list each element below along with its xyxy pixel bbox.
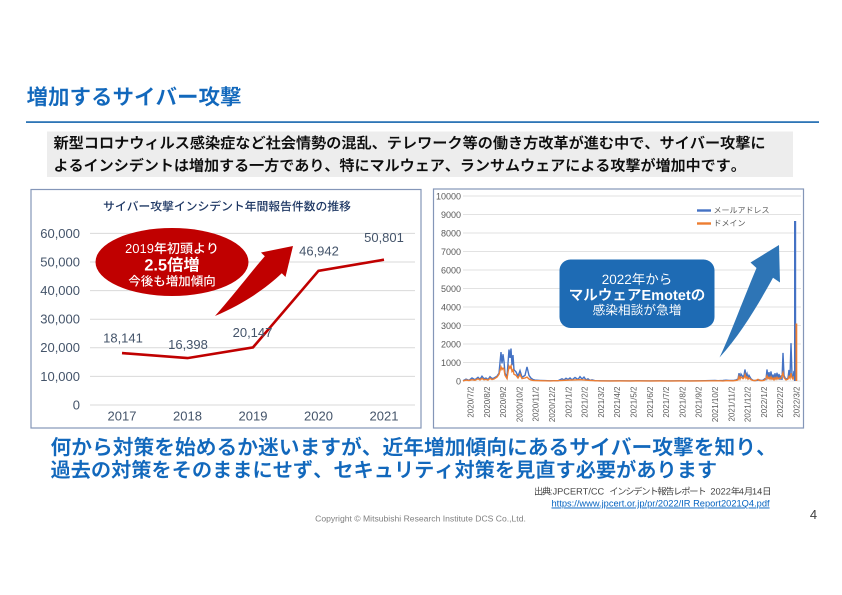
svg-text:60,000: 60,000 — [40, 226, 80, 241]
svg-text:2020/10/2: 2020/10/2 — [515, 386, 524, 422]
svg-text:2021/11/2: 2021/11/2 — [727, 386, 736, 422]
svg-text:2021/7/2: 2021/7/2 — [662, 386, 671, 418]
svg-text:2017: 2017 — [108, 409, 137, 424]
svg-text:0: 0 — [73, 397, 80, 412]
svg-text:2021/4/2: 2021/4/2 — [613, 386, 622, 418]
svg-text:Copyright © Mitsubishi Researc: Copyright © Mitsubishi Research Institut… — [315, 513, 526, 523]
svg-text:5000: 5000 — [441, 284, 461, 294]
svg-text:50,000: 50,000 — [40, 254, 80, 269]
svg-text:2000: 2000 — [441, 339, 461, 349]
svg-text:2018: 2018 — [173, 409, 202, 424]
svg-text:3000: 3000 — [441, 321, 461, 331]
svg-text:20,000: 20,000 — [40, 340, 80, 355]
svg-text:2021/9/2: 2021/9/2 — [695, 386, 704, 418]
svg-text:2021: 2021 — [370, 409, 399, 424]
svg-text:4: 4 — [810, 507, 817, 522]
svg-text:10,000: 10,000 — [40, 369, 80, 384]
svg-text:2019: 2019 — [239, 409, 268, 424]
svg-text:18,141: 18,141 — [103, 331, 143, 346]
svg-text:40,000: 40,000 — [40, 283, 80, 298]
svg-text:9000: 9000 — [441, 210, 461, 220]
svg-text:2020: 2020 — [304, 409, 333, 424]
svg-text:2021/2/2: 2021/2/2 — [581, 386, 590, 418]
svg-text:1000: 1000 — [441, 358, 461, 368]
svg-text:2022/3/2: 2022/3/2 — [793, 386, 802, 418]
svg-text:4000: 4000 — [441, 302, 461, 312]
svg-text:16,398: 16,398 — [168, 337, 208, 352]
svg-text:2020/8/2: 2020/8/2 — [483, 386, 492, 418]
svg-text:2020/7/2: 2020/7/2 — [467, 386, 476, 418]
svg-text:0: 0 — [456, 376, 461, 386]
svg-text:7000: 7000 — [441, 247, 461, 257]
svg-text:2022/2/2: 2022/2/2 — [776, 386, 785, 418]
svg-text:2021/1/2: 2021/1/2 — [564, 386, 573, 418]
svg-text:8000: 8000 — [441, 228, 461, 238]
svg-text:2020/12/2: 2020/12/2 — [548, 386, 557, 422]
svg-text:2021/12/2: 2021/12/2 — [744, 386, 753, 422]
svg-text:2020/11/2: 2020/11/2 — [532, 386, 541, 422]
svg-text:2021/10/2: 2021/10/2 — [711, 386, 720, 422]
svg-text:50,801: 50,801 — [364, 230, 404, 245]
svg-text:2021/8/2: 2021/8/2 — [678, 386, 687, 418]
svg-text:10000: 10000 — [436, 191, 461, 201]
svg-text:46,942: 46,942 — [299, 244, 339, 259]
svg-text:20,147: 20,147 — [233, 325, 273, 340]
svg-text:2020/9/2: 2020/9/2 — [499, 386, 508, 418]
svg-text:2021/5/2: 2021/5/2 — [630, 386, 639, 418]
svg-text:6000: 6000 — [441, 265, 461, 275]
svg-text:https://www.jpcert.or.jp/pr/20: https://www.jpcert.or.jp/pr/2022/IR Repo… — [552, 499, 770, 509]
svg-text:2022/1/2: 2022/1/2 — [760, 386, 769, 418]
svg-text:30,000: 30,000 — [40, 312, 80, 327]
svg-text:2021/6/2: 2021/6/2 — [646, 386, 655, 418]
svg-text:2021/3/2: 2021/3/2 — [597, 386, 606, 418]
